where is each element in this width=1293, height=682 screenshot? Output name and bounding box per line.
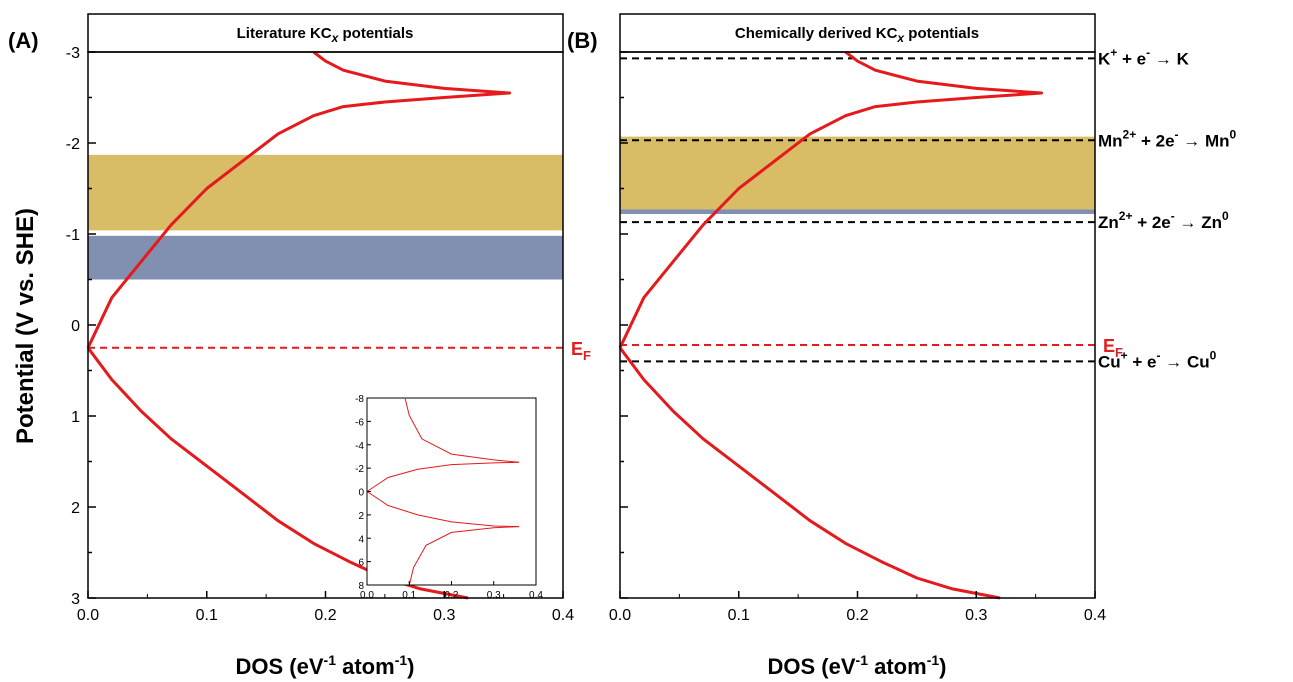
- panel-b-plot-frame: [619, 51, 1096, 599]
- panel-a-x-tick-label: 0.4: [552, 607, 574, 624]
- panel-a-x-axis-label: DOS (eV-1 atom-1): [236, 652, 415, 679]
- panel-a-y-tick-label: -1: [66, 227, 80, 244]
- panel-b-x-axis-label: DOS (eV-1 atom-1): [768, 652, 947, 679]
- inset-curve-0: [404, 397, 520, 463]
- inset-x-tick-label: 0.2: [445, 590, 459, 601]
- inset-y-tick-label: -4: [355, 441, 364, 452]
- inset-y-tick-label: -2: [355, 464, 364, 475]
- panel-a-y-tick-label: -2: [66, 136, 80, 153]
- panel-a-fermi-label: EF: [571, 339, 591, 363]
- inset-y-tick-label: 2: [358, 511, 364, 522]
- panel-a-ticks: 0.0 0.1 0.2 0.3 0.4 -3 -2 -1 0 1 2 3: [66, 45, 574, 624]
- panel-b-plot: EF: [618, 50, 1123, 600]
- inset-y-tick-label: 8: [358, 581, 364, 592]
- panel-a-y-tick-label: 3: [71, 591, 80, 608]
- panel-a-dos-curve-0: [86, 50, 512, 349]
- panel-a-x-tick-label: 0.2: [314, 607, 336, 624]
- panel-b-ticks: 0.0 0.1 0.2 0.3 0.4: [609, 51, 1106, 624]
- panel-b-label: (B): [567, 28, 598, 53]
- panel-b-blue-band: [620, 209, 1095, 214]
- y-axis-label: Potential (V vs. SHE): [12, 208, 39, 444]
- inset-x-tick-label: 0.4: [529, 590, 543, 601]
- panel-a-gold-band: [88, 154, 563, 231]
- panel-a-x-tick-label: 0.3: [433, 607, 455, 624]
- panel-b-x-tick-label: 0.2: [846, 607, 868, 624]
- panel-b-x-tick-label: 0.3: [965, 607, 987, 624]
- reference-label-3: Cu+ + e- → Cu0: [1098, 348, 1217, 371]
- panel-a-y-tick-label: 2: [71, 500, 80, 517]
- panel-b-title-box: [619, 13, 1096, 53]
- panel-b-title: Chemically derived KCx potentials: [735, 25, 979, 45]
- inset-curve-2: [366, 491, 520, 528]
- panel-b-references: K+ + e- → K Mn2+ + 2e- → Mn0 Zn2+ + 2e- → …: [1098, 45, 1237, 371]
- reference-label-1: Mn2+ + 2e- → Mn0: [1098, 127, 1237, 150]
- inset-y-tick-label: 6: [358, 558, 364, 569]
- panel-a: (A) Literature KCx potentials EF 0.0 0.1 0…: [8, 13, 591, 624]
- panel-a-title: Literature KCx potentials: [237, 25, 414, 45]
- panel-b-dos-curve-0: [618, 50, 1044, 349]
- inset-y-tick-label: 4: [358, 534, 364, 545]
- inset-curve-3: [408, 526, 520, 586]
- panel-a-blue-band: [88, 235, 563, 280]
- panel-b-dos-curve-1: [618, 346, 1001, 600]
- inset-x-tick-label: 0.0: [360, 590, 374, 601]
- reference-label-0: K+ + e- → K: [1098, 45, 1190, 68]
- panel-a-inset: -8 -6 -4 -2 0 2 4 6 80.0 0.1 0.2 0.3 0.4: [355, 394, 543, 601]
- panel-b-fermi-label: EF: [1103, 336, 1123, 360]
- inset-y-tick-label: -8: [355, 394, 364, 405]
- panel-b-x-tick-label: 0.0: [609, 607, 631, 624]
- panel-a-y-tick-label: 1: [71, 409, 80, 426]
- panel-b-x-tick-label: 0.4: [1084, 607, 1106, 624]
- panel-a-title-box: [87, 13, 564, 53]
- inset-curve-1: [366, 461, 520, 492]
- inset-y-tick-label: 0: [358, 488, 364, 499]
- panel-b: (B) Chemically derived KCx potentials EF…: [567, 13, 1237, 624]
- inset-frame: [366, 397, 537, 586]
- panel-a-label: (A): [8, 28, 39, 53]
- panel-b-gold-band: [620, 136, 1095, 210]
- panel-a-x-tick-label: 0.0: [77, 607, 99, 624]
- panel-a-y-tick-label: -3: [66, 45, 80, 62]
- inset-x-tick-label: 0.3: [487, 590, 501, 601]
- panel-a-y-tick-label: 0: [71, 318, 80, 335]
- panel-a-plot: EF: [86, 50, 591, 600]
- panel-a-x-tick-label: 0.1: [196, 607, 218, 624]
- panel-b-x-tick-label: 0.1: [728, 607, 750, 624]
- inset-y-tick-label: -6: [355, 417, 364, 428]
- inset-x-tick-label: 0.1: [402, 590, 416, 601]
- reference-label-2: Zn2+ + 2e- → Zn0: [1098, 209, 1229, 232]
